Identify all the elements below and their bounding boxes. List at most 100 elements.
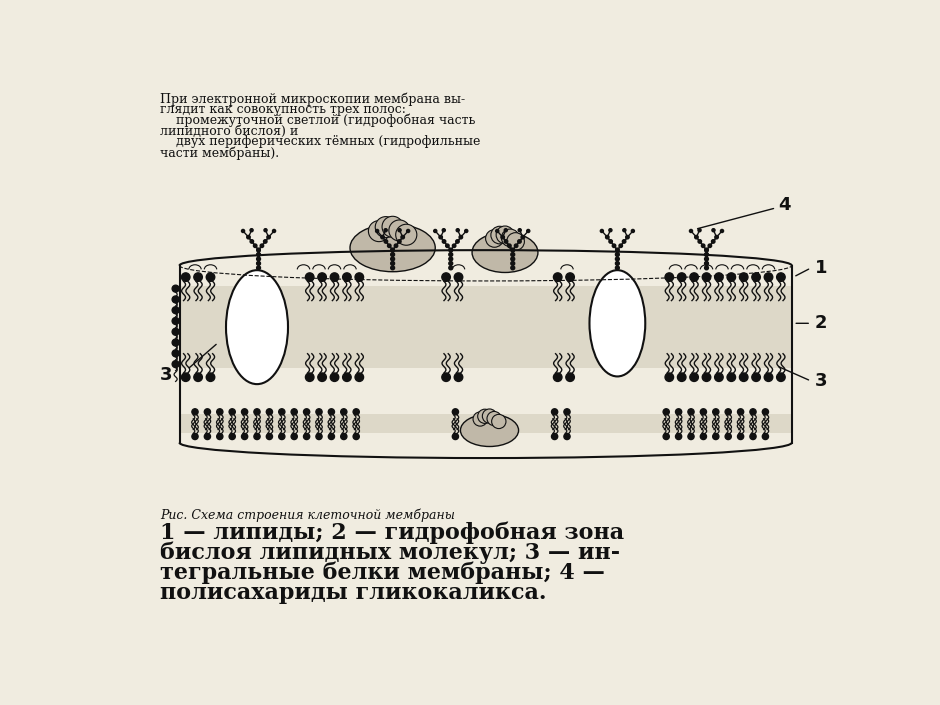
Circle shape bbox=[492, 415, 506, 429]
Circle shape bbox=[206, 273, 214, 281]
Circle shape bbox=[521, 235, 525, 239]
Circle shape bbox=[204, 434, 211, 440]
Circle shape bbox=[257, 257, 260, 261]
Circle shape bbox=[318, 273, 326, 281]
Circle shape bbox=[702, 373, 711, 381]
Circle shape bbox=[623, 228, 626, 232]
Circle shape bbox=[355, 273, 364, 281]
Circle shape bbox=[676, 409, 682, 415]
Circle shape bbox=[482, 409, 496, 423]
Circle shape bbox=[384, 228, 387, 232]
Circle shape bbox=[491, 226, 509, 244]
Circle shape bbox=[689, 229, 693, 233]
Circle shape bbox=[387, 244, 391, 247]
Circle shape bbox=[510, 252, 515, 257]
Circle shape bbox=[688, 434, 694, 440]
Circle shape bbox=[442, 273, 450, 281]
Circle shape bbox=[727, 373, 736, 381]
Circle shape bbox=[448, 257, 453, 261]
Circle shape bbox=[376, 229, 379, 233]
Circle shape bbox=[254, 409, 260, 415]
Circle shape bbox=[701, 244, 705, 247]
Circle shape bbox=[510, 266, 515, 270]
Circle shape bbox=[714, 273, 723, 281]
Circle shape bbox=[566, 273, 574, 281]
Circle shape bbox=[714, 373, 723, 381]
Circle shape bbox=[204, 409, 211, 415]
Circle shape bbox=[172, 329, 180, 336]
Circle shape bbox=[448, 262, 453, 265]
Circle shape bbox=[676, 434, 682, 440]
Circle shape bbox=[448, 252, 453, 257]
Circle shape bbox=[725, 409, 731, 415]
Circle shape bbox=[266, 409, 273, 415]
Circle shape bbox=[291, 409, 297, 415]
Circle shape bbox=[727, 273, 736, 281]
Circle shape bbox=[250, 240, 254, 243]
Circle shape bbox=[316, 434, 322, 440]
Circle shape bbox=[705, 248, 708, 252]
Circle shape bbox=[384, 240, 387, 243]
Circle shape bbox=[738, 434, 744, 440]
Circle shape bbox=[776, 273, 785, 281]
Circle shape bbox=[619, 244, 622, 247]
Circle shape bbox=[454, 273, 462, 281]
Circle shape bbox=[526, 229, 530, 233]
Circle shape bbox=[511, 248, 514, 252]
Circle shape bbox=[172, 350, 180, 357]
Circle shape bbox=[705, 248, 708, 252]
Circle shape bbox=[267, 235, 271, 239]
Ellipse shape bbox=[350, 224, 435, 271]
Circle shape bbox=[343, 373, 352, 381]
Circle shape bbox=[622, 240, 626, 243]
Circle shape bbox=[508, 244, 511, 247]
Circle shape bbox=[330, 373, 338, 381]
Circle shape bbox=[391, 262, 395, 265]
Circle shape bbox=[353, 409, 359, 415]
Circle shape bbox=[254, 434, 260, 440]
Circle shape bbox=[398, 240, 401, 243]
Circle shape bbox=[564, 434, 570, 440]
Circle shape bbox=[486, 230, 503, 247]
Circle shape bbox=[552, 434, 557, 440]
Circle shape bbox=[330, 273, 338, 281]
Circle shape bbox=[700, 434, 707, 440]
Circle shape bbox=[725, 434, 731, 440]
Circle shape bbox=[700, 409, 707, 415]
Circle shape bbox=[257, 262, 260, 265]
Circle shape bbox=[391, 266, 395, 270]
Circle shape bbox=[278, 409, 285, 415]
Circle shape bbox=[257, 248, 260, 252]
Circle shape bbox=[720, 229, 724, 233]
Circle shape bbox=[340, 434, 347, 440]
Text: Рис. Схема строения клеточной мембраны: Рис. Схема строения клеточной мембраны bbox=[160, 508, 455, 522]
Circle shape bbox=[192, 409, 198, 415]
Circle shape bbox=[242, 229, 244, 233]
Circle shape bbox=[616, 262, 619, 265]
Circle shape bbox=[172, 286, 180, 292]
Circle shape bbox=[626, 235, 629, 239]
Circle shape bbox=[382, 216, 403, 238]
Circle shape bbox=[328, 434, 335, 440]
Circle shape bbox=[690, 273, 698, 281]
Circle shape bbox=[291, 434, 297, 440]
Circle shape bbox=[391, 248, 395, 252]
Circle shape bbox=[452, 434, 459, 440]
Circle shape bbox=[616, 266, 619, 270]
Circle shape bbox=[304, 434, 309, 440]
Circle shape bbox=[764, 273, 773, 281]
Circle shape bbox=[242, 434, 248, 440]
Circle shape bbox=[375, 216, 397, 238]
Circle shape bbox=[698, 240, 701, 243]
Circle shape bbox=[229, 434, 235, 440]
Circle shape bbox=[381, 235, 384, 239]
Circle shape bbox=[172, 296, 180, 303]
Circle shape bbox=[688, 409, 694, 415]
Circle shape bbox=[264, 228, 267, 232]
Ellipse shape bbox=[472, 233, 538, 272]
Text: 1 — липиды; 2 — гидрофобная зона: 1 — липиды; 2 — гидрофобная зона bbox=[160, 522, 624, 544]
Ellipse shape bbox=[226, 270, 288, 384]
Circle shape bbox=[172, 317, 180, 324]
Circle shape bbox=[407, 229, 410, 233]
Circle shape bbox=[712, 240, 715, 243]
